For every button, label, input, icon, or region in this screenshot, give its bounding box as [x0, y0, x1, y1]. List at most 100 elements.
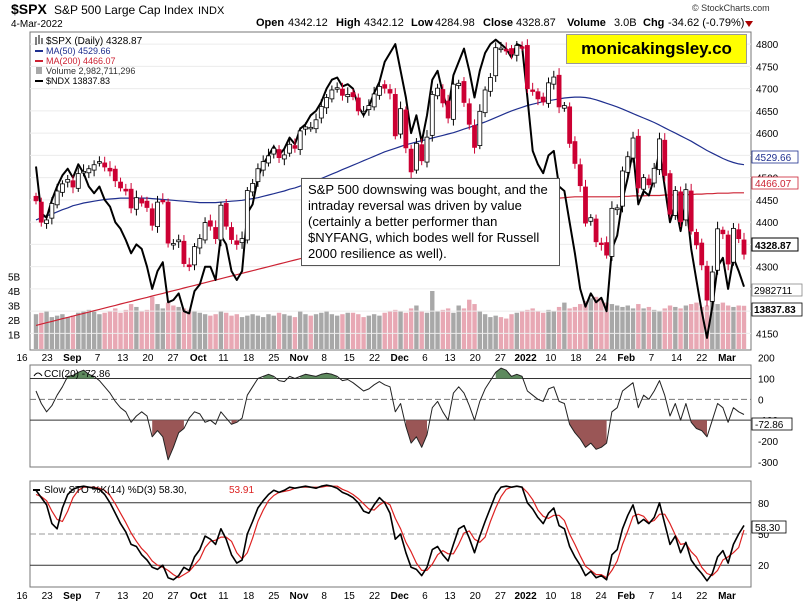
candle-body [313, 119, 319, 130]
legend-volume: Volume 2,982,711,296 [46, 66, 135, 76]
candle-body [487, 77, 493, 92]
cci-oversold-fill [152, 420, 184, 460]
brand-banner[interactable]: monicakingsley.co [566, 34, 747, 64]
volume-bar [144, 309, 150, 349]
volume-bar [181, 308, 187, 349]
volume-bar [445, 308, 451, 349]
cci-label: CCI(20) -72.86 [44, 369, 111, 380]
volume-bar [102, 312, 107, 349]
volume-bar [313, 314, 319, 349]
volume-bar [440, 309, 446, 349]
price-tick-label: 4800 [756, 40, 779, 51]
candle-body [620, 170, 625, 207]
volume-bar [128, 304, 134, 349]
x-tick-label: 18 [243, 591, 255, 602]
volume-bar [477, 311, 483, 349]
candle-body [81, 171, 86, 174]
candle-body [334, 87, 340, 90]
x-tick-label: 8 [321, 591, 327, 602]
ndx-badge-bg [751, 302, 803, 317]
ma50-badge: 4529.66 [755, 153, 792, 164]
volume-bar [435, 311, 440, 349]
x-tick-label: 13 [117, 591, 129, 602]
cci-oversold-fill [569, 420, 607, 450]
volume-bar [213, 314, 218, 349]
volume-bar [224, 312, 229, 349]
volume-bar [271, 315, 276, 349]
candle-body [49, 203, 55, 219]
volume-bar [202, 314, 208, 349]
x-tick-label: 6 [422, 591, 428, 602]
volume-bar [150, 296, 155, 349]
candle-body [60, 183, 65, 193]
candle-body [75, 173, 81, 189]
candle-body [276, 149, 282, 159]
candle-body [186, 264, 192, 268]
candle-body [456, 82, 462, 86]
candle-body [255, 168, 261, 183]
volume-bar [493, 315, 498, 349]
volume-bar [694, 302, 699, 349]
sto-label: Slow STO %K(14) %D(3) 58.30, [44, 485, 187, 496]
volume-bar [667, 305, 673, 349]
cci-tick-label: -200 [758, 437, 778, 448]
volume-bar [651, 309, 657, 349]
volume-bar [567, 308, 572, 349]
candle-body [741, 239, 747, 255]
candle-body [440, 89, 446, 104]
chg-label: Chg [643, 17, 664, 29]
candle-body [218, 204, 224, 241]
sto-tick-label: 80 [758, 499, 770, 510]
volume-bar [324, 311, 329, 349]
candle-body [133, 197, 139, 210]
candle-body [667, 173, 673, 215]
x-tick-label: Sep [63, 591, 81, 602]
chg-value: -34.62 (-0.79%) [668, 17, 744, 29]
close-badge-bg [751, 237, 799, 252]
volume-bar [303, 314, 308, 349]
volume-bar [366, 315, 372, 349]
volume-bar [519, 311, 525, 349]
candle-body [694, 231, 699, 246]
volume-bar [636, 304, 641, 349]
candle-body [149, 208, 155, 226]
candle-body [614, 207, 620, 211]
close-value: 4328.87 [516, 17, 556, 29]
candle-body [678, 191, 683, 223]
x-tick-label: Mar [718, 591, 736, 602]
volume-bar [377, 315, 382, 349]
candle-body [398, 108, 403, 135]
x-tick-label: 22 [696, 353, 708, 364]
candle-body [318, 106, 324, 119]
x-tick-label: 20 [470, 591, 482, 602]
candle-body [128, 188, 134, 209]
volume-bar [282, 314, 287, 349]
sto-tick-label: 20 [758, 561, 770, 572]
candle-body [683, 189, 689, 221]
candle-body [509, 48, 514, 55]
cci-icon [33, 372, 43, 377]
volume-bar [673, 306, 678, 349]
ndx-badge: 13837.83 [754, 305, 796, 316]
volume-bar [340, 314, 345, 349]
candle-body [91, 164, 97, 171]
volume-bar [266, 314, 271, 349]
volume-bar [461, 308, 467, 349]
candle-body [70, 180, 76, 188]
price-tick-label: 4300 [756, 263, 779, 274]
cci-tick-label: 100 [758, 375, 775, 386]
volume-bar [393, 309, 398, 349]
candle-body [493, 47, 499, 77]
candle-body [144, 200, 150, 208]
candle-body [503, 49, 509, 52]
candle-body [731, 227, 736, 263]
candle-body [44, 219, 49, 224]
candle-body [715, 228, 720, 271]
volume-bar [630, 308, 636, 349]
volume-bar [408, 308, 414, 349]
candle-body [424, 136, 430, 163]
x-tick-label: Oct [190, 591, 207, 602]
candle-body [408, 148, 414, 173]
volume-bar [176, 306, 181, 349]
candle-body [540, 96, 546, 103]
